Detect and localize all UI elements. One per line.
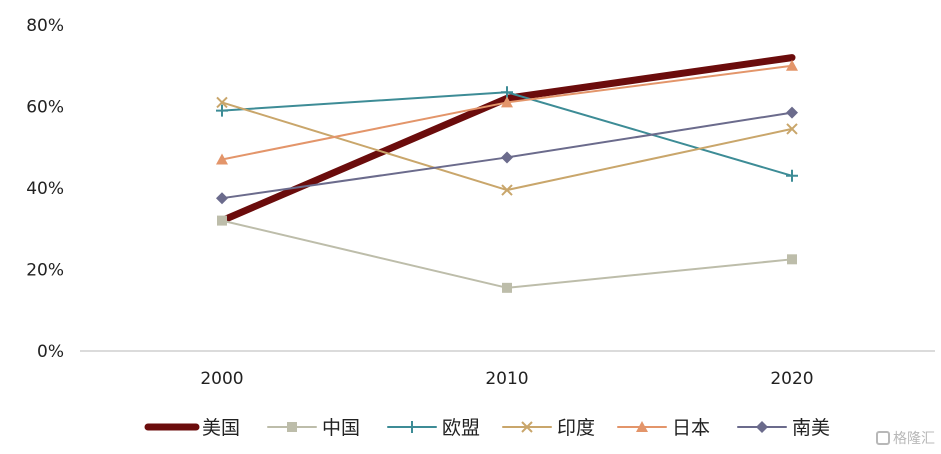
data-point-marker — [216, 96, 228, 109]
series-0 — [218, 54, 796, 225]
data-point-marker — [786, 169, 798, 182]
x-tick-label: 2000 — [200, 369, 243, 389]
series-line — [218, 54, 796, 225]
y-tick-label: 20% — [26, 261, 64, 281]
data-point-marker — [501, 86, 513, 99]
x-axis-ticks: 2000 2010 2020 — [200, 369, 813, 389]
y-tick-label: 80% — [26, 16, 64, 36]
legend-marker-swatch — [287, 422, 297, 432]
data-point-marker — [786, 106, 798, 119]
data-point-marker — [216, 104, 228, 117]
data-point-marker — [786, 123, 798, 135]
data-point-marker — [216, 153, 228, 165]
legend-label: 日本 — [672, 417, 710, 439]
legend-label: 中国 — [322, 417, 360, 439]
legend-item: 印度 — [502, 417, 595, 439]
legend-label: 欧盟 — [442, 417, 480, 439]
data-point-marker — [501, 184, 513, 196]
series-1 — [217, 215, 797, 293]
series-5 — [216, 106, 798, 205]
legend-label: 印度 — [557, 417, 595, 439]
y-tick-label: 60% — [26, 98, 64, 118]
watermark: 格隆汇 — [876, 428, 935, 448]
legend-label: 美国 — [202, 417, 240, 439]
legend-label: 南美 — [792, 417, 830, 439]
legend-item: 中国 — [267, 417, 360, 439]
watermark-text: 格隆汇 — [893, 431, 935, 447]
legend-marker-swatch — [636, 421, 648, 432]
series-line — [221, 101, 793, 192]
legend-item: 美国 — [144, 417, 240, 439]
data-point-marker — [787, 254, 797, 265]
y-axis-ticks: 0% 20% 40% 60% 80% — [26, 16, 64, 362]
data-point-marker — [502, 282, 512, 293]
x-tick-label: 2020 — [770, 369, 813, 389]
y-tick-label: 40% — [26, 179, 64, 199]
series-lines — [216, 54, 798, 293]
series-line — [221, 219, 793, 289]
legend-marker-swatch — [406, 421, 418, 433]
legend: 美国 中国 欧盟 印度 日本 南美 — [144, 417, 830, 439]
data-point-marker — [501, 151, 513, 164]
data-point-marker — [786, 59, 798, 71]
y-tick-label: 0% — [37, 342, 64, 362]
series-line — [221, 64, 793, 161]
series-3 — [216, 96, 798, 196]
legend-item: 日本 — [617, 417, 710, 439]
legend-marker-swatch — [521, 421, 533, 433]
legend-item: 南美 — [737, 417, 830, 439]
series-2 — [216, 86, 798, 182]
data-point-marker — [501, 96, 513, 108]
legend-marker-swatch — [756, 421, 768, 433]
data-point-marker — [217, 215, 227, 226]
series-4 — [216, 59, 798, 165]
brand-logo-icon — [876, 431, 890, 445]
legend-item: 欧盟 — [387, 417, 480, 439]
data-point-marker — [216, 192, 228, 205]
x-tick-label: 2010 — [485, 369, 528, 389]
